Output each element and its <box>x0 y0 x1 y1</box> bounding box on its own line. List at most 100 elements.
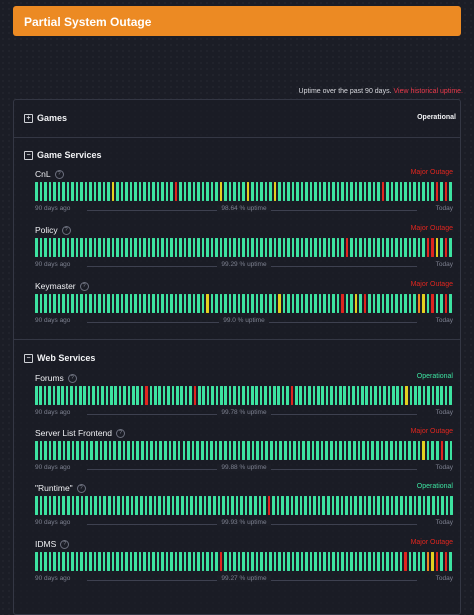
uptime-day-bar[interactable] <box>242 386 245 405</box>
uptime-day-bar[interactable] <box>282 238 286 257</box>
uptime-day-bar[interactable] <box>361 386 364 405</box>
uptime-day-bar[interactable] <box>84 182 88 201</box>
uptime-day-bar[interactable] <box>417 552 421 571</box>
uptime-day-bar[interactable] <box>94 496 97 515</box>
uptime-day-bar[interactable] <box>48 441 52 460</box>
uptime-day-bar[interactable] <box>363 294 367 313</box>
uptime-day-bar[interactable] <box>111 238 115 257</box>
uptime-day-bar[interactable] <box>250 386 254 405</box>
uptime-day-bar[interactable] <box>67 441 70 460</box>
uptime-day-bar[interactable] <box>386 496 389 515</box>
uptime-day-bar[interactable] <box>417 441 421 460</box>
uptime-day-bar[interactable] <box>35 552 38 571</box>
group-games[interactable]: + Games <box>24 112 67 124</box>
uptime-day-bar[interactable] <box>300 238 304 257</box>
uptime-day-bar[interactable] <box>440 441 444 460</box>
uptime-day-bar[interactable] <box>114 386 117 405</box>
uptime-day-bar[interactable] <box>224 294 227 313</box>
uptime-day-bar[interactable] <box>161 552 164 571</box>
uptime-day-bar[interactable] <box>381 496 385 515</box>
uptime-day-bar[interactable] <box>113 441 116 460</box>
uptime-day-bar[interactable] <box>265 441 269 460</box>
uptime-day-bar[interactable] <box>305 182 308 201</box>
uptime-day-bar[interactable] <box>174 238 178 257</box>
uptime-day-bar[interactable] <box>371 441 375 460</box>
uptime-day-bar[interactable] <box>422 238 425 257</box>
uptime-day-bar[interactable] <box>107 294 110 313</box>
uptime-day-bar[interactable] <box>279 441 282 460</box>
uptime-day-bar[interactable] <box>287 552 290 571</box>
uptime-day-bar[interactable] <box>192 294 196 313</box>
uptime-day-bar[interactable] <box>368 496 371 515</box>
uptime-day-bar[interactable] <box>143 182 146 201</box>
group-game-services[interactable]: − Game Services <box>24 149 102 161</box>
uptime-day-bar[interactable] <box>80 552 83 571</box>
uptime-day-bar[interactable] <box>278 182 281 201</box>
uptime-day-bar[interactable] <box>305 238 308 257</box>
uptime-day-bar[interactable] <box>192 182 196 201</box>
uptime-day-bar[interactable] <box>431 496 435 515</box>
uptime-day-bar[interactable] <box>35 294 38 313</box>
uptime-day-bar[interactable] <box>293 441 296 460</box>
uptime-day-bar[interactable] <box>70 386 73 405</box>
uptime-day-bar[interactable] <box>305 552 308 571</box>
uptime-day-bar[interactable] <box>377 496 380 515</box>
uptime-day-bar[interactable] <box>179 182 182 201</box>
uptime-day-bar[interactable] <box>131 386 135 405</box>
uptime-day-bar[interactable] <box>174 552 178 571</box>
uptime-day-bar[interactable] <box>427 386 430 405</box>
uptime-day-bar[interactable] <box>149 386 153 405</box>
uptime-day-bar[interactable] <box>246 386 250 405</box>
uptime-day-bar[interactable] <box>422 441 425 460</box>
uptime-day-bar[interactable] <box>413 182 416 201</box>
uptime-day-bar[interactable] <box>332 182 335 201</box>
uptime-day-bar[interactable] <box>228 386 232 405</box>
uptime-day-bar[interactable] <box>358 496 362 515</box>
uptime-day-bar[interactable] <box>138 294 142 313</box>
uptime-day-bar[interactable] <box>98 182 101 201</box>
uptime-day-bar[interactable] <box>395 294 398 313</box>
uptime-day-bar[interactable] <box>35 238 38 257</box>
uptime-day-bar[interactable] <box>219 294 223 313</box>
uptime-day-bar[interactable] <box>422 496 426 515</box>
uptime-day-bar[interactable] <box>422 294 425 313</box>
uptime-day-bar[interactable] <box>136 386 139 405</box>
uptime-day-bar[interactable] <box>233 441 236 460</box>
uptime-day-bar[interactable] <box>278 552 281 571</box>
uptime-day-bar[interactable] <box>220 386 223 405</box>
uptime-day-bar[interactable] <box>162 496 166 515</box>
uptime-day-bar[interactable] <box>413 552 416 571</box>
uptime-day-bar[interactable] <box>44 294 47 313</box>
uptime-day-bar[interactable] <box>343 441 347 460</box>
uptime-day-bar[interactable] <box>233 182 236 201</box>
uptime-day-bar[interactable] <box>300 294 304 313</box>
uptime-day-bar[interactable] <box>120 238 124 257</box>
uptime-day-bar[interactable] <box>89 552 92 571</box>
uptime-day-bar[interactable] <box>48 552 52 571</box>
uptime-day-bar[interactable] <box>80 182 83 201</box>
uptime-day-bar[interactable] <box>340 496 344 515</box>
uptime-day-bar[interactable] <box>400 496 403 515</box>
uptime-day-bar[interactable] <box>83 386 87 405</box>
uptime-day-bar[interactable] <box>44 496 47 515</box>
uptime-day-bar[interactable] <box>297 441 301 460</box>
uptime-day-bar[interactable] <box>117 441 121 460</box>
uptime-day-bar[interactable] <box>215 294 218 313</box>
uptime-day-bar[interactable] <box>57 238 61 257</box>
uptime-day-bar[interactable] <box>53 496 56 515</box>
uptime-day-bar[interactable] <box>377 182 380 201</box>
uptime-day-bar[interactable] <box>183 552 187 571</box>
uptime-day-bar[interactable] <box>48 386 51 405</box>
uptime-day-bar[interactable] <box>147 294 151 313</box>
uptime-day-bar[interactable] <box>412 441 416 460</box>
uptime-day-bar[interactable] <box>108 441 112 460</box>
uptime-day-bar[interactable] <box>359 182 362 201</box>
uptime-day-bar[interactable] <box>219 182 223 201</box>
uptime-day-bar[interactable] <box>235 496 239 515</box>
uptime-day-bar[interactable] <box>35 386 38 405</box>
uptime-day-bar[interactable] <box>306 441 310 460</box>
uptime-day-bar[interactable] <box>183 238 187 257</box>
uptime-day-bar[interactable] <box>246 182 250 201</box>
uptime-day-bar[interactable] <box>440 238 443 257</box>
uptime-day-bar[interactable] <box>409 496 412 515</box>
